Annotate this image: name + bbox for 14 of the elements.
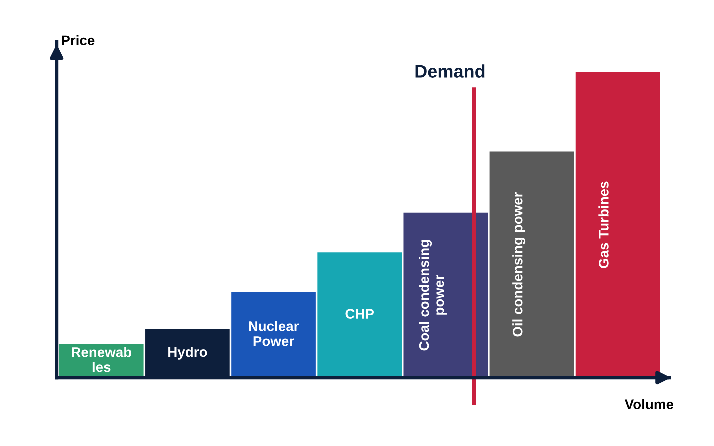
series-label: Demand xyxy=(416,64,485,78)
bar xyxy=(576,72,660,378)
y-axis-title: Price xyxy=(62,35,95,46)
x-tick-label: Renewab les xyxy=(72,347,132,372)
bar xyxy=(318,252,402,378)
bar xyxy=(232,292,316,378)
x-tick-label: Nuclear Power xyxy=(249,321,300,346)
x-tick-label: Gas Turbines xyxy=(598,182,609,268)
x-tick-label: Coal condensing power xyxy=(419,240,447,351)
x-tick-label: Oil condensing power xyxy=(512,192,526,337)
x-tick-label: CHP xyxy=(346,309,374,319)
x-axis-title: Volume xyxy=(624,399,674,410)
bar xyxy=(490,152,574,378)
x-tick-label: Hydro xyxy=(168,346,208,360)
